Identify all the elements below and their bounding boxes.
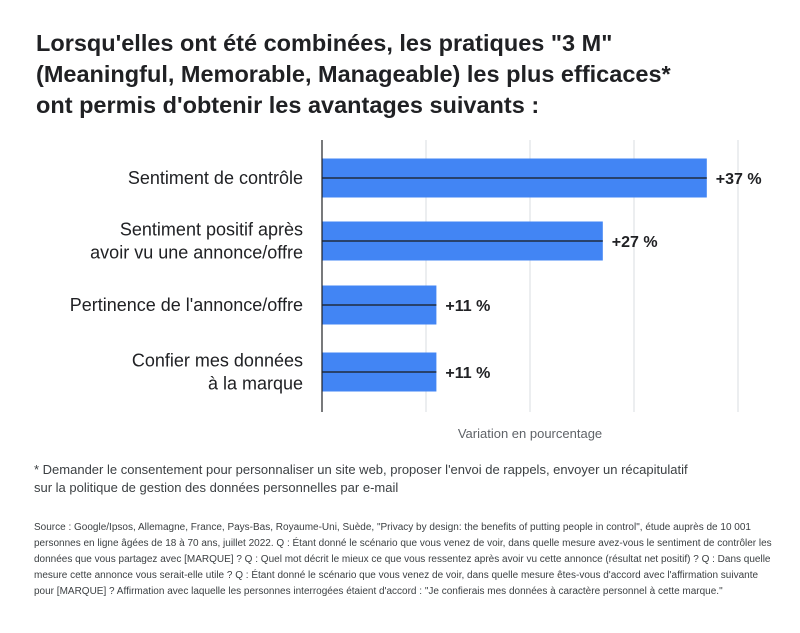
value-label: +11 % bbox=[445, 365, 490, 382]
value-label: +37 % bbox=[716, 171, 762, 188]
value-label: +27 % bbox=[612, 234, 658, 251]
category-label: Sentiment de contrôle bbox=[128, 168, 303, 188]
chart-title: Lorsqu'elles ont été combinées, les prat… bbox=[36, 30, 671, 118]
footnote: * Demander le consentement pour personna… bbox=[34, 462, 688, 495]
category-label: Pertinence de l'annonce/offre bbox=[70, 295, 303, 315]
value-labels: +37 % +27 % +11 % +11 % bbox=[445, 171, 761, 382]
source-note: Source : Google/Ipsos, Allemagne, France… bbox=[34, 522, 772, 597]
category-label: Confier mes données à la marque bbox=[132, 351, 303, 394]
bar-chart: Sentiment de contrôle Sentiment positif a… bbox=[70, 140, 762, 441]
category-label: Sentiment positif après avoir vu une anno… bbox=[90, 220, 303, 263]
category-labels: Sentiment de contrôle Sentiment positif a… bbox=[70, 168, 303, 394]
x-axis-label: Variation en pourcentage bbox=[458, 426, 602, 441]
bars bbox=[322, 158, 707, 392]
value-label: +11 % bbox=[445, 298, 490, 315]
